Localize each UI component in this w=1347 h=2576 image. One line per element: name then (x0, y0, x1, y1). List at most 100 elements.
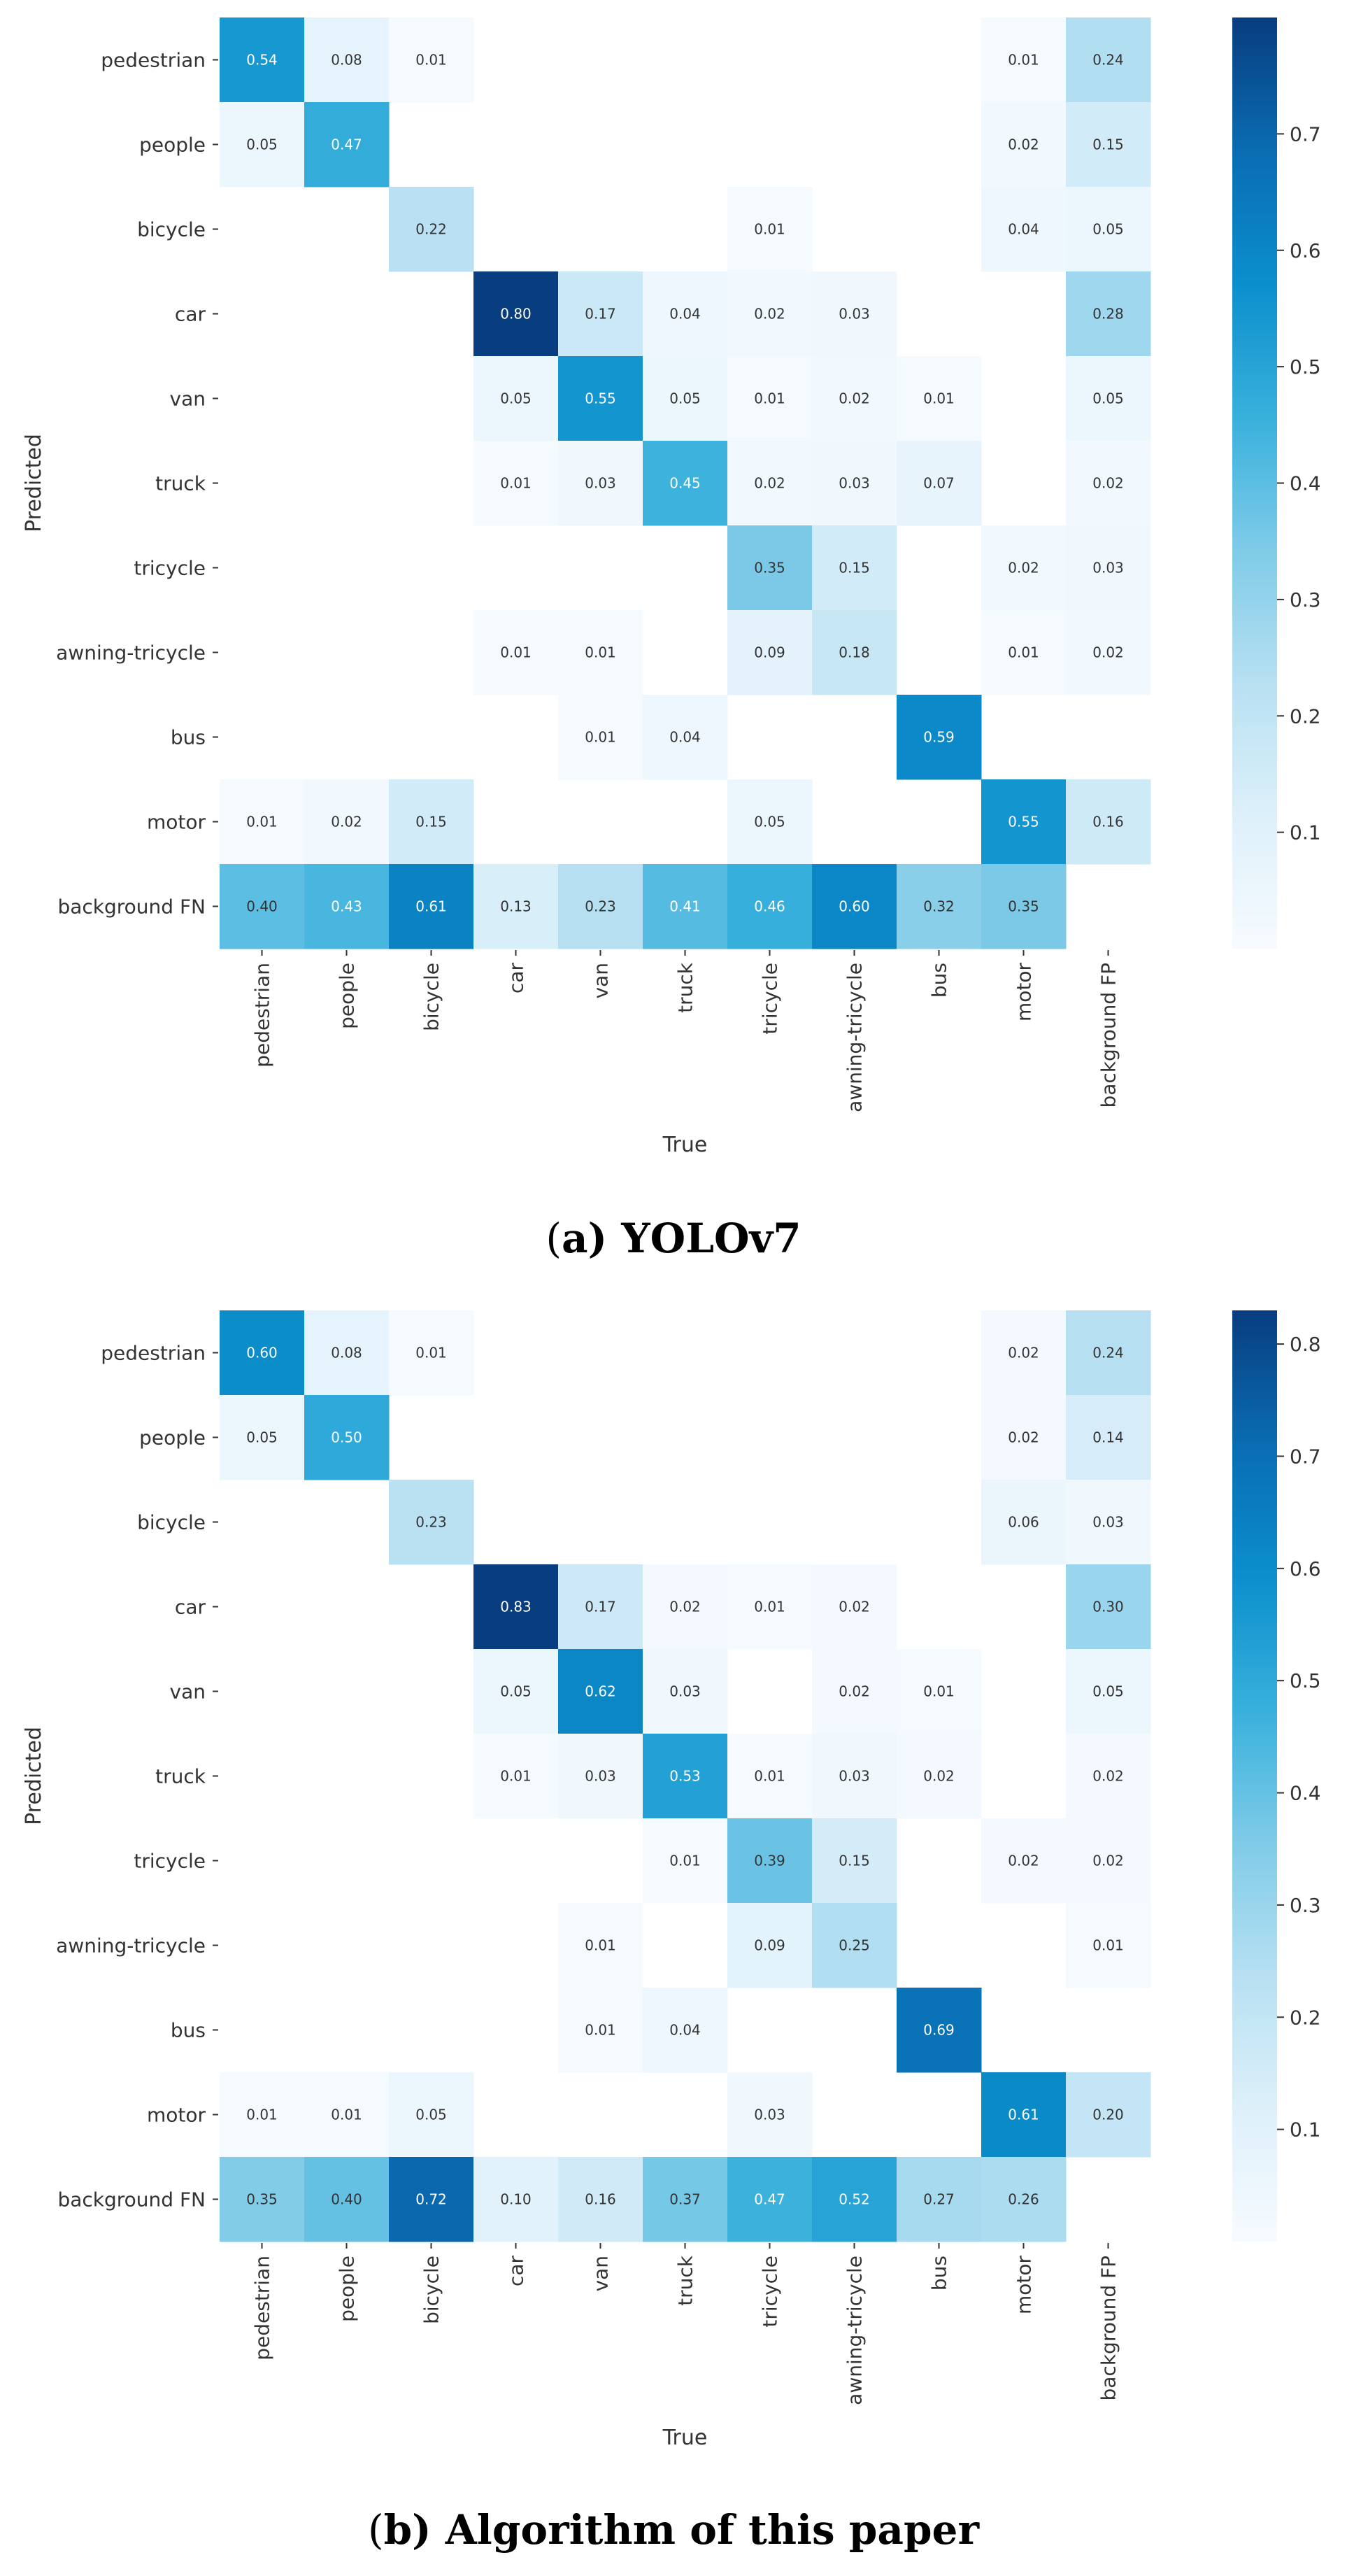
x-tick-label: truck (674, 962, 697, 1013)
x-tick-label: awning-tricycle (843, 963, 867, 1112)
x-tick-label: tricycle (759, 963, 782, 1035)
cell-label: 0.47 (331, 136, 362, 153)
cell-background-fn-bus (897, 2157, 982, 2242)
cell-label: 0.61 (415, 898, 447, 915)
x-tick-label: awning-tricycle (843, 2256, 867, 2405)
cell-awning-tricycle-car (473, 610, 559, 695)
cell-label: 0.03 (585, 475, 616, 492)
cell-people-people (304, 1395, 390, 1480)
cell-label: 0.02 (1008, 136, 1039, 153)
cell-label: 0.03 (839, 306, 870, 323)
cell-label: 0.02 (331, 814, 362, 830)
cell-label: 0.16 (1092, 814, 1124, 830)
cell-pedestrian-motor (981, 17, 1067, 103)
cell-label: 0.01 (415, 52, 447, 69)
cell-van-awning-tricycle (812, 356, 897, 441)
cell-truck-bus (897, 1734, 982, 1819)
cell-truck-van (558, 441, 643, 526)
cell-label: 0.17 (585, 1599, 616, 1615)
colorbar-tick-label: 0.7 (1290, 122, 1321, 146)
cell-bicycle-bicycle (389, 187, 474, 272)
cell-motor-tricycle (727, 779, 813, 865)
cell-car-background-fp (1066, 271, 1151, 357)
cell-label: 0.04 (1008, 221, 1039, 238)
cell-label: 0.01 (246, 814, 278, 830)
cell-label: 0.61 (1008, 2107, 1039, 2123)
cell-label: 0.26 (1008, 2191, 1039, 2208)
cell-label: 0.03 (839, 1768, 870, 1785)
y-tick-label: bus (171, 2019, 206, 2042)
y-tick-label: bicycle (137, 218, 206, 241)
cell-label: 0.14 (1092, 1429, 1124, 1446)
cell-people-pedestrian (220, 102, 305, 187)
cell-label: 0.10 (500, 2191, 532, 2208)
cell-motor-bicycle (389, 2072, 474, 2158)
colorbar (1232, 1310, 1277, 2242)
x-tick-label: car (505, 963, 528, 994)
cell-label: 0.60 (839, 898, 870, 915)
x-tick-label: truck (674, 2255, 697, 2306)
cell-label: 0.60 (246, 1345, 278, 1361)
y-tick-label: van (170, 388, 206, 411)
cell-label: 0.01 (246, 2107, 278, 2123)
y-tick-label: truck (155, 1765, 206, 1788)
cell-background-fn-motor (981, 864, 1067, 949)
x-axis-title: True (662, 1133, 708, 1157)
cell-label: 0.23 (415, 1514, 447, 1531)
colorbar-tick-label: 0.5 (1290, 1669, 1321, 1692)
cell-label: 0.59 (923, 729, 955, 746)
cell-background-fn-pedestrian (220, 864, 305, 949)
cell-background-fn-people (304, 864, 390, 949)
cell-label: 0.04 (669, 306, 701, 323)
cell-tricycle-tricycle (727, 1818, 813, 1904)
cell-label: 0.01 (669, 1853, 701, 1869)
cell-label: 0.45 (669, 475, 701, 492)
cell-motor-people (304, 779, 390, 865)
cell-label: 0.01 (585, 1937, 616, 1954)
y-tick-label: bus (171, 726, 206, 749)
y-axis-title: Predicted (22, 1727, 46, 1825)
y-tick-label: bicycle (137, 1511, 206, 1534)
cell-label: 0.01 (923, 1683, 955, 1700)
caption-b-open: ( (368, 2506, 384, 2554)
cell-truck-awning-tricycle (812, 1734, 897, 1819)
cell-background-fn-bicycle (389, 2157, 474, 2242)
cell-label: 0.02 (839, 390, 870, 407)
cell-label: 0.02 (839, 1683, 870, 1700)
cell-people-background-fp (1066, 102, 1151, 187)
cell-label: 0.02 (839, 1599, 870, 1615)
x-tick-label: bus (928, 2256, 951, 2291)
cell-motor-pedestrian (220, 2072, 305, 2158)
cell-label: 0.54 (246, 52, 278, 69)
cell-van-van (558, 356, 643, 441)
cell-bicycle-motor (981, 1480, 1067, 1565)
cell-motor-background-fp (1066, 2072, 1151, 2158)
y-tick-label: tricycle (134, 557, 206, 580)
colorbar-tick-label: 0.2 (1290, 2006, 1321, 2029)
cell-label: 0.62 (585, 1683, 616, 1700)
cell-awning-tricycle-tricycle (727, 610, 813, 695)
cell-label: 0.20 (1092, 2107, 1124, 2123)
cell-label: 0.05 (1092, 1683, 1124, 1700)
cell-background-fn-people (304, 2157, 390, 2242)
cell-motor-bicycle (389, 779, 474, 865)
cell-label: 0.01 (1008, 644, 1039, 661)
cell-truck-bus (897, 441, 982, 526)
cell-label: 0.40 (331, 2191, 362, 2208)
colorbar-tick-label: 0.3 (1290, 1894, 1321, 1917)
cell-label: 0.15 (839, 560, 870, 576)
cell-background-fn-tricycle (727, 864, 813, 949)
cell-label: 0.28 (1092, 306, 1124, 323)
cell-bus-truck (643, 695, 728, 780)
colorbar-tick-label: 0.1 (1290, 821, 1321, 844)
cell-label: 0.83 (500, 1599, 532, 1615)
x-tick-label: car (505, 2256, 528, 2287)
cell-car-car (473, 271, 559, 357)
cell-background-fn-bicycle (389, 864, 474, 949)
y-tick-label: background FN (57, 896, 206, 919)
y-tick-label: pedestrian (101, 1342, 206, 1365)
cell-label: 0.01 (754, 1768, 785, 1785)
cell-truck-background-fp (1066, 441, 1151, 526)
cell-bus-van (558, 695, 643, 780)
cell-label: 0.27 (923, 2191, 955, 2208)
